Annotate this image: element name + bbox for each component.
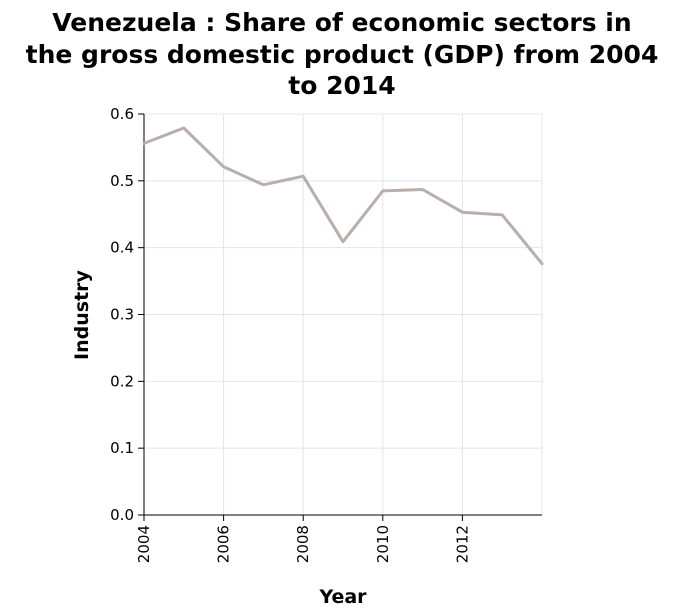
gridlines (143, 113, 543, 516)
series-line (142, 126, 544, 266)
y-tick-label: 0.2 (110, 372, 134, 390)
y-tick-label: 0.6 (110, 105, 134, 123)
x-tick-label: 2006 (215, 525, 233, 563)
axes: 0.0 0.1 0.2 0.3 0.4 0.5 0.6 2004 2006 2008 2010 201… (110, 105, 542, 563)
chart-title-line-1: Venezuela : Share of economic sectors in (52, 8, 631, 37)
x-axis-title: Year (318, 586, 367, 608)
y-tick-label: 0.0 (110, 506, 134, 524)
y-axis-title: Industry (71, 269, 93, 359)
y-tick-label: 0.4 (110, 239, 134, 257)
chart-title-line-2: the gross domestic product (GDP) from 20… (26, 40, 659, 69)
y-tick-label: 0.5 (110, 172, 134, 190)
chart-title-line-3: to 2014 (288, 71, 395, 100)
y-tick-label: 0.1 (110, 439, 134, 457)
x-tick-label: 2004 (135, 525, 153, 563)
x-tick-label: 2010 (374, 525, 392, 563)
y-tick-label: 0.3 (110, 306, 134, 324)
x-tick-label: 2012 (453, 525, 471, 563)
data-series (142, 126, 544, 266)
x-tick-label: 2008 (294, 525, 312, 563)
